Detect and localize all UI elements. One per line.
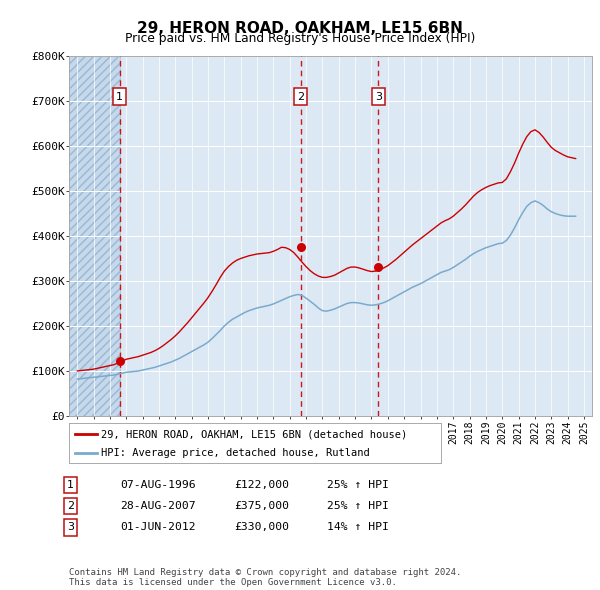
Text: 2: 2 [67,502,74,511]
Text: 14% ↑ HPI: 14% ↑ HPI [327,523,389,532]
Text: Contains HM Land Registry data © Crown copyright and database right 2024.
This d: Contains HM Land Registry data © Crown c… [69,568,461,587]
Text: £122,000: £122,000 [234,480,289,490]
Text: £330,000: £330,000 [234,523,289,532]
Text: Price paid vs. HM Land Registry's House Price Index (HPI): Price paid vs. HM Land Registry's House … [125,32,475,45]
Text: 29, HERON ROAD, OAKHAM, LE15 6BN: 29, HERON ROAD, OAKHAM, LE15 6BN [137,21,463,35]
Bar [69,56,119,416]
Text: 3: 3 [375,91,382,101]
Text: 25% ↑ HPI: 25% ↑ HPI [327,502,389,511]
Text: 1: 1 [67,480,74,490]
Text: 29, HERON ROAD, OAKHAM, LE15 6BN (detached house): 29, HERON ROAD, OAKHAM, LE15 6BN (detach… [101,430,407,440]
Text: 2: 2 [297,91,304,101]
Text: HPI: Average price, detached house, Rutland: HPI: Average price, detached house, Rutl… [101,448,370,458]
Text: 1: 1 [116,91,123,101]
Text: 01-JUN-2012: 01-JUN-2012 [120,523,196,532]
Text: 3: 3 [67,523,74,532]
Text: 25% ↑ HPI: 25% ↑ HPI [327,480,389,490]
Text: £375,000: £375,000 [234,502,289,511]
Text: 07-AUG-1996: 07-AUG-1996 [120,480,196,490]
Text: 28-AUG-2007: 28-AUG-2007 [120,502,196,511]
